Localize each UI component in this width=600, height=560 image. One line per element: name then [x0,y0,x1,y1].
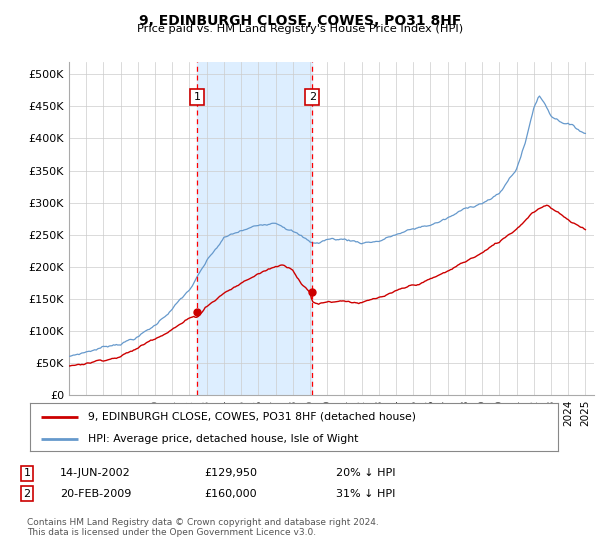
Text: £160,000: £160,000 [204,489,257,499]
Bar [197,62,312,395]
Text: Contains HM Land Registry data © Crown copyright and database right 2024.
This d: Contains HM Land Registry data © Crown c… [27,518,379,538]
Text: 1: 1 [194,92,201,102]
Text: Price paid vs. HM Land Registry's House Price Index (HPI): Price paid vs. HM Land Registry's House … [137,24,463,34]
Text: 1: 1 [23,468,31,478]
Text: 14-JUN-2002: 14-JUN-2002 [60,468,131,478]
Text: 31% ↓ HPI: 31% ↓ HPI [336,489,395,499]
Text: 20% ↓ HPI: 20% ↓ HPI [336,468,395,478]
Text: 2: 2 [23,489,31,499]
Text: 9, EDINBURGH CLOSE, COWES, PO31 8HF (detached house): 9, EDINBURGH CLOSE, COWES, PO31 8HF (det… [88,412,416,422]
Text: 9, EDINBURGH CLOSE, COWES, PO31 8HF: 9, EDINBURGH CLOSE, COWES, PO31 8HF [139,14,461,28]
Text: 2: 2 [308,92,316,102]
Text: £129,950: £129,950 [204,468,257,478]
Text: HPI: Average price, detached house, Isle of Wight: HPI: Average price, detached house, Isle… [88,434,358,444]
Text: 20-FEB-2009: 20-FEB-2009 [60,489,131,499]
